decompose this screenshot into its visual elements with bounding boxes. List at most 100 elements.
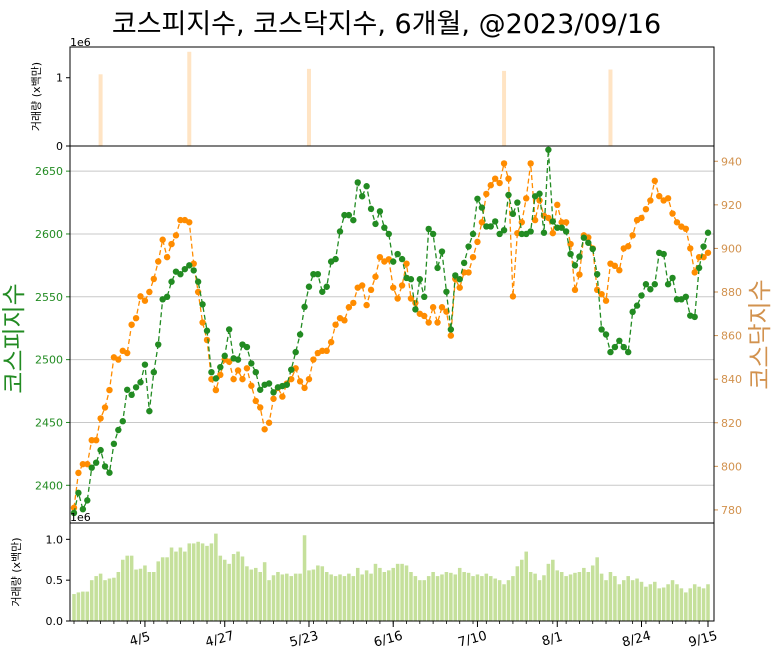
kospi-point xyxy=(305,283,313,290)
bottom-volume-bar xyxy=(209,543,214,621)
kosdaq-point xyxy=(75,469,82,477)
bottom-volume-bar xyxy=(369,573,373,621)
panel-frames xyxy=(69,46,715,622)
kospi-point xyxy=(443,288,450,295)
kosdaq-point xyxy=(319,347,326,355)
kospi-point xyxy=(638,292,645,299)
kospi-point xyxy=(514,199,521,206)
bottom-volume-bar xyxy=(511,576,515,621)
right-y-tick-label: 860 xyxy=(721,330,742,343)
bottom-volume-bar xyxy=(72,594,76,621)
kospi-point xyxy=(177,270,184,278)
bottom-volume-bar xyxy=(520,559,524,621)
kospi-point xyxy=(500,226,508,234)
bottom-volume-bar xyxy=(568,574,573,621)
kosdaq-point xyxy=(186,219,193,226)
kosdaq-point xyxy=(673,219,681,226)
bottom-volume-bar xyxy=(134,569,138,621)
kospi-point xyxy=(194,278,202,285)
bottom-volume-bar xyxy=(205,545,209,621)
kosdaq-point xyxy=(124,349,131,357)
bottom-volume-bar xyxy=(262,562,267,621)
kospi-point xyxy=(695,264,703,272)
top-panel-frame xyxy=(69,46,715,147)
bottom-volume-bar xyxy=(621,580,626,621)
kosdaq-point xyxy=(629,232,636,239)
kosdaq-point xyxy=(146,288,153,296)
bottom-volume-bar xyxy=(236,551,240,621)
kospi-point xyxy=(549,218,557,225)
kospi-point xyxy=(527,228,534,235)
kospi-point xyxy=(390,258,397,265)
kospi-point xyxy=(540,229,548,236)
kospi-point xyxy=(283,381,291,388)
bottom-volume-bar xyxy=(125,555,129,621)
kospi-point xyxy=(150,369,158,376)
kospi-point xyxy=(119,418,126,425)
bottom-volume-bar xyxy=(630,580,635,621)
right-y-axis-label: 코스닥지수 xyxy=(746,279,773,389)
bottom-volume-bar xyxy=(156,561,161,621)
kospi-point xyxy=(505,191,512,199)
kosdaq-point xyxy=(434,319,441,326)
kosdaq-point xyxy=(341,317,348,324)
right-y-tick-label: 920 xyxy=(721,199,742,212)
kospi-point xyxy=(447,326,455,333)
kosdaq-point xyxy=(549,229,557,237)
bottom-volume-bar xyxy=(373,563,378,621)
kospi-point xyxy=(270,389,277,396)
kospi-point xyxy=(567,250,574,258)
bottom-volume-bar xyxy=(471,576,475,621)
kosdaq-point xyxy=(296,378,304,385)
bottom-volume-bar xyxy=(692,584,697,621)
bottom-volume-bar xyxy=(364,570,369,621)
kospi-point xyxy=(367,205,375,213)
bottom-volume-bar xyxy=(488,576,493,621)
kosdaq-point xyxy=(194,288,202,296)
kosdaq-point xyxy=(168,240,175,248)
kospi-point xyxy=(115,426,122,434)
kospi-point xyxy=(456,276,463,283)
kosdaq-point xyxy=(265,419,273,426)
bottom-volume-bar xyxy=(666,584,670,621)
kosdaq-point xyxy=(695,253,703,261)
kospi-point xyxy=(234,356,242,363)
bottom-y-tick-label: 0.5 xyxy=(46,574,64,587)
kosdaq-point xyxy=(642,205,650,213)
kosdaq-point xyxy=(137,293,144,300)
kospi-point xyxy=(398,255,406,263)
kospi-point xyxy=(265,380,273,387)
kosdaq-point xyxy=(394,295,401,302)
kosdaq-point xyxy=(398,282,406,289)
main-price-panel: 2400 2450 2500 2550 2600 2650 780 800 820 840 860 8… xyxy=(0,146,773,517)
bottom-volume-bar xyxy=(418,580,422,621)
kosdaq-point xyxy=(704,249,712,256)
bottom-volume-bar xyxy=(254,567,258,621)
kospi-point xyxy=(469,230,477,238)
kospi-point xyxy=(358,193,366,200)
kospi-point xyxy=(633,302,641,309)
bottom-volume-bar xyxy=(200,543,205,621)
kospi-point xyxy=(203,327,211,334)
kosdaq-point xyxy=(691,269,698,276)
kospi-point xyxy=(624,348,632,356)
kospi-point xyxy=(682,293,690,300)
kospi-point xyxy=(248,360,255,367)
kospi-point xyxy=(168,278,175,285)
bottom-volume-bar xyxy=(688,588,693,621)
kosdaq-point xyxy=(496,179,503,187)
kosdaq-point xyxy=(230,375,237,383)
bottom-volume-bar xyxy=(360,574,364,621)
kosdaq-point xyxy=(598,290,605,298)
kosdaq-line xyxy=(73,163,709,508)
kosdaq-point xyxy=(403,260,410,267)
kosdaq-point xyxy=(203,336,211,344)
kospi-point xyxy=(611,343,619,351)
kosdaq-point xyxy=(70,504,78,511)
kosdaq-point xyxy=(106,386,113,394)
bottom-volume-bar xyxy=(590,565,595,621)
kospi-point xyxy=(350,216,357,224)
kosdaq-point xyxy=(350,299,357,307)
kospi-point xyxy=(345,211,353,219)
